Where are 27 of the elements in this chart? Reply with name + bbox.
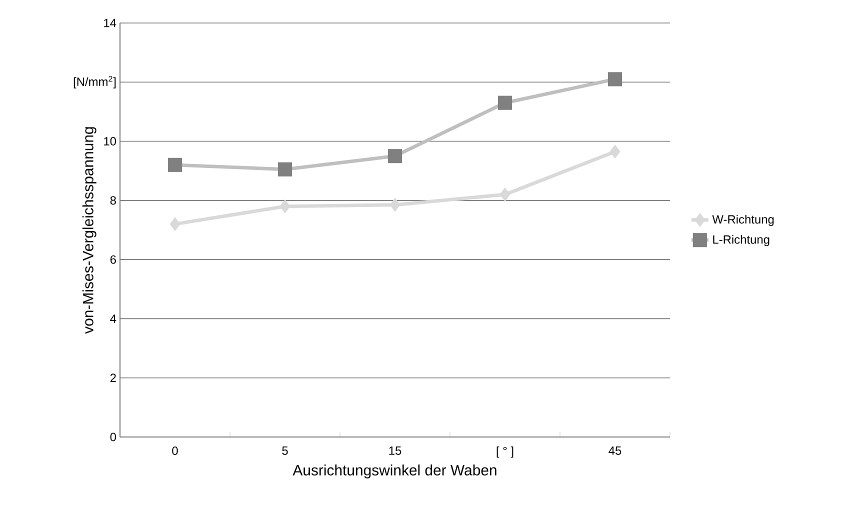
y-tick-label: 2 xyxy=(110,374,116,382)
x-axis-title: Ausrichtungswinkel der Waben xyxy=(292,464,496,478)
point xyxy=(170,217,180,232)
y-tick-label: 14 xyxy=(104,18,116,28)
point xyxy=(498,96,512,110)
point xyxy=(608,72,622,86)
point xyxy=(610,144,620,159)
text: [N/mm$^{2}$] xyxy=(74,76,116,88)
y-tick-label: 4 xyxy=(110,314,116,323)
point xyxy=(500,187,510,202)
x-tick-label: 0 xyxy=(172,446,178,455)
point xyxy=(390,198,400,212)
x-tick-label: [ ° ] xyxy=(496,446,514,458)
legend-label: W-Richtung xyxy=(712,214,774,226)
y-axis-title: von-Mises-Vergleichsspannung xyxy=(82,127,96,334)
legend-label: L-Richtung xyxy=(713,234,770,246)
point xyxy=(280,199,290,214)
y-tick-label: 8 xyxy=(110,196,116,205)
y-tick-label: 6 xyxy=(110,255,116,264)
point xyxy=(168,158,182,172)
point xyxy=(278,162,292,176)
point xyxy=(388,149,402,164)
x-tick-label: 45 xyxy=(608,446,622,455)
y-tick-label: 10 xyxy=(104,137,116,146)
x-tick-label: 5 xyxy=(282,446,288,455)
y-tick-label: 0 xyxy=(110,432,116,442)
x-tick-label: 15 xyxy=(389,446,402,455)
